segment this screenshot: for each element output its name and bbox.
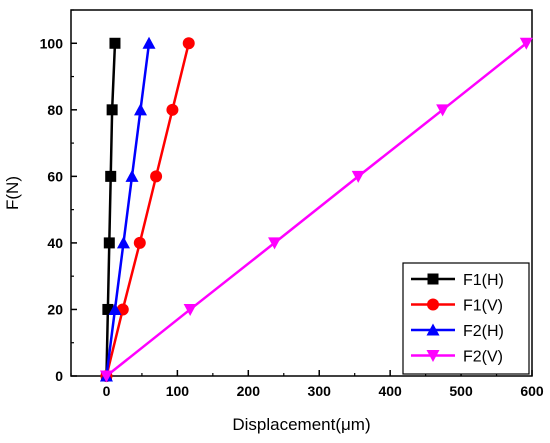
legend-label: F1(V): [463, 298, 503, 315]
data-point: [108, 302, 122, 315]
data-point: [351, 170, 365, 183]
x-axis-label: Displacement(μm): [232, 415, 370, 434]
data-point: [436, 104, 450, 117]
data-point: [183, 303, 197, 316]
x-tick-label: 500: [449, 383, 473, 399]
data-point: [182, 37, 195, 50]
x-tick-label: 100: [166, 383, 190, 399]
data-point: [125, 169, 139, 182]
y-tick-label: 100: [40, 35, 64, 51]
y-axis-label: F(N): [3, 176, 22, 210]
y-tick-label: 40: [47, 235, 63, 251]
y-tick-label: 80: [47, 102, 63, 118]
data-point: [99, 370, 113, 383]
data-point: [109, 37, 121, 49]
data-point: [105, 170, 117, 182]
data-point: [134, 103, 148, 116]
x-tick-label: 200: [237, 383, 261, 399]
y-tick-label: 0: [55, 368, 63, 384]
x-tick-label: 0: [103, 383, 111, 399]
y-tick-label: 60: [47, 168, 63, 184]
x-tick-label: 600: [520, 383, 544, 399]
legend-marker: [426, 350, 440, 362]
series-line: [105, 43, 117, 377]
series-line: [105, 42, 528, 377]
data-point: [268, 237, 282, 250]
series-3: [99, 37, 533, 383]
data-point: [166, 103, 179, 116]
data-point: [150, 170, 163, 183]
y-tick-label: 20: [47, 301, 63, 317]
plot-frame: [70, 9, 533, 377]
legend-marker: [427, 273, 439, 285]
legend-marker: [427, 298, 439, 311]
data-point: [106, 104, 118, 116]
data-point: [102, 303, 114, 315]
legend-label: F2(V): [463, 349, 503, 366]
data-point: [519, 37, 533, 50]
x-tick-label: 300: [308, 383, 332, 399]
data-point: [103, 237, 115, 249]
series-1: [100, 37, 195, 382]
series-line: [105, 42, 190, 377]
legend-marker: [426, 323, 440, 336]
legend-label: F2(H): [463, 323, 504, 340]
x-tick-label: 400: [378, 383, 402, 399]
data-point: [116, 236, 130, 249]
data-point: [133, 236, 146, 249]
data-point: [142, 36, 156, 49]
series-line: [105, 43, 151, 377]
legend-label: F1(H): [463, 272, 504, 289]
